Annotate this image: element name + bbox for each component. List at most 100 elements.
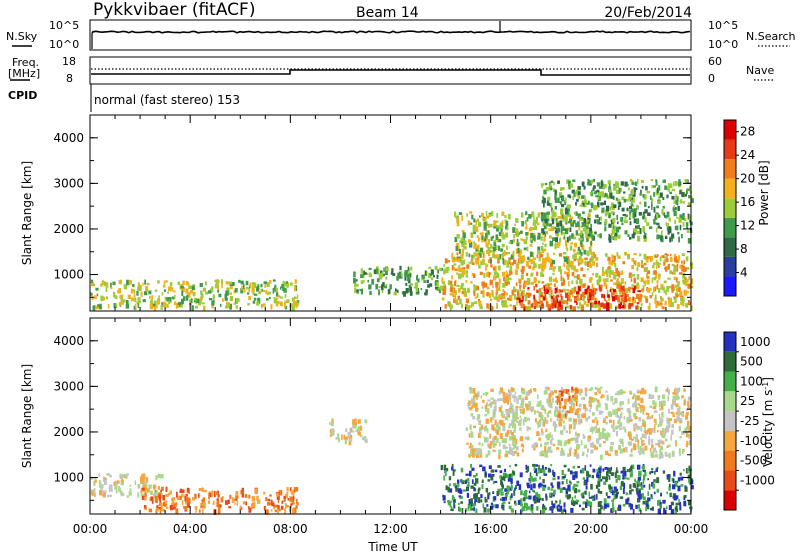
data-cell bbox=[476, 450, 480, 455]
data-cell bbox=[526, 246, 529, 252]
data-cell bbox=[597, 488, 600, 494]
data-cell bbox=[154, 495, 158, 502]
data-cell bbox=[687, 238, 691, 244]
data-cell bbox=[256, 495, 259, 501]
data-cell bbox=[471, 479, 474, 484]
data-cell bbox=[550, 216, 553, 220]
data-cell bbox=[485, 233, 488, 238]
data-cell bbox=[489, 223, 493, 228]
data-cell bbox=[671, 263, 675, 267]
data-cell bbox=[542, 479, 545, 484]
data-cell bbox=[635, 487, 639, 492]
data-cell bbox=[281, 500, 284, 504]
data-cell bbox=[561, 229, 563, 234]
data-cell bbox=[555, 277, 557, 281]
data-cell bbox=[245, 282, 248, 285]
data-cell bbox=[679, 292, 683, 298]
data-cell bbox=[473, 252, 477, 257]
data-cell bbox=[624, 293, 627, 296]
data-cell bbox=[619, 413, 623, 419]
data-cell bbox=[669, 270, 672, 275]
data-cell bbox=[101, 489, 104, 495]
data-cell bbox=[290, 503, 292, 508]
data-cell bbox=[668, 452, 671, 459]
data-cell bbox=[612, 497, 616, 500]
data-cell bbox=[153, 300, 157, 305]
data-cell bbox=[540, 468, 544, 471]
data-cell bbox=[499, 222, 503, 228]
data-cell bbox=[648, 438, 651, 445]
data-cell bbox=[455, 246, 459, 251]
data-cell bbox=[560, 275, 563, 282]
data-cell bbox=[123, 476, 126, 479]
data-cell bbox=[651, 444, 654, 449]
data-cell bbox=[678, 236, 680, 243]
data-cell bbox=[119, 487, 121, 492]
data-cell bbox=[682, 282, 686, 285]
data-cell bbox=[628, 286, 631, 291]
data-cell bbox=[607, 467, 610, 473]
data-cell bbox=[484, 437, 487, 443]
data-cell bbox=[182, 296, 186, 301]
data-cell bbox=[94, 295, 97, 299]
data-cell bbox=[596, 472, 599, 479]
data-cell bbox=[588, 409, 591, 413]
data-cell bbox=[545, 289, 550, 293]
data-cell bbox=[477, 432, 481, 438]
data-cell bbox=[559, 237, 562, 243]
data-cell bbox=[674, 481, 678, 487]
data-cell bbox=[630, 287, 634, 290]
data-cell bbox=[451, 265, 454, 271]
data-cell bbox=[521, 448, 524, 453]
data-cell bbox=[576, 408, 579, 414]
data-cell bbox=[291, 305, 293, 311]
data-cell bbox=[682, 221, 685, 227]
data-cell bbox=[371, 278, 375, 285]
data-cell bbox=[469, 211, 473, 214]
data-cell bbox=[485, 393, 487, 397]
data-cell bbox=[107, 494, 109, 498]
data-cell bbox=[666, 286, 670, 292]
data-cell bbox=[277, 507, 280, 514]
data-cell bbox=[498, 442, 501, 447]
nsky-tick-top: 10^5 bbox=[49, 19, 79, 32]
data-cell bbox=[518, 419, 521, 424]
data-cell bbox=[563, 425, 566, 431]
data-cell bbox=[501, 225, 504, 229]
data-cell bbox=[525, 220, 527, 223]
data-cell bbox=[574, 454, 578, 457]
data-cell bbox=[542, 262, 547, 269]
data-cell bbox=[618, 444, 622, 450]
data-cell bbox=[470, 260, 473, 263]
data-cell bbox=[467, 503, 472, 508]
data-cell bbox=[443, 286, 447, 292]
data-cell bbox=[560, 208, 564, 215]
data-cell bbox=[520, 291, 524, 296]
data-cell bbox=[646, 256, 649, 259]
data-cell bbox=[584, 226, 586, 231]
data-region bbox=[440, 463, 694, 515]
data-cell bbox=[541, 428, 543, 433]
data-cell bbox=[601, 476, 606, 480]
data-cell bbox=[296, 498, 298, 504]
data-cell bbox=[544, 386, 547, 390]
data-cell bbox=[106, 473, 110, 476]
data-cell bbox=[541, 242, 544, 245]
data-cell bbox=[415, 285, 419, 292]
data-cell bbox=[292, 299, 295, 303]
data-cell bbox=[591, 283, 594, 290]
data-cell bbox=[455, 215, 459, 219]
data-cell bbox=[282, 286, 285, 290]
data-cell bbox=[687, 420, 690, 426]
data-cell bbox=[219, 303, 222, 307]
data-cell bbox=[663, 507, 666, 514]
data-cell bbox=[547, 284, 550, 290]
data-cell bbox=[608, 235, 612, 241]
data-cell bbox=[627, 497, 630, 502]
data-cell bbox=[617, 298, 621, 303]
data-cell bbox=[177, 281, 181, 285]
data-cell bbox=[284, 508, 287, 514]
data-cell bbox=[508, 408, 512, 414]
data-cell bbox=[587, 182, 589, 186]
data-cell bbox=[149, 296, 151, 299]
